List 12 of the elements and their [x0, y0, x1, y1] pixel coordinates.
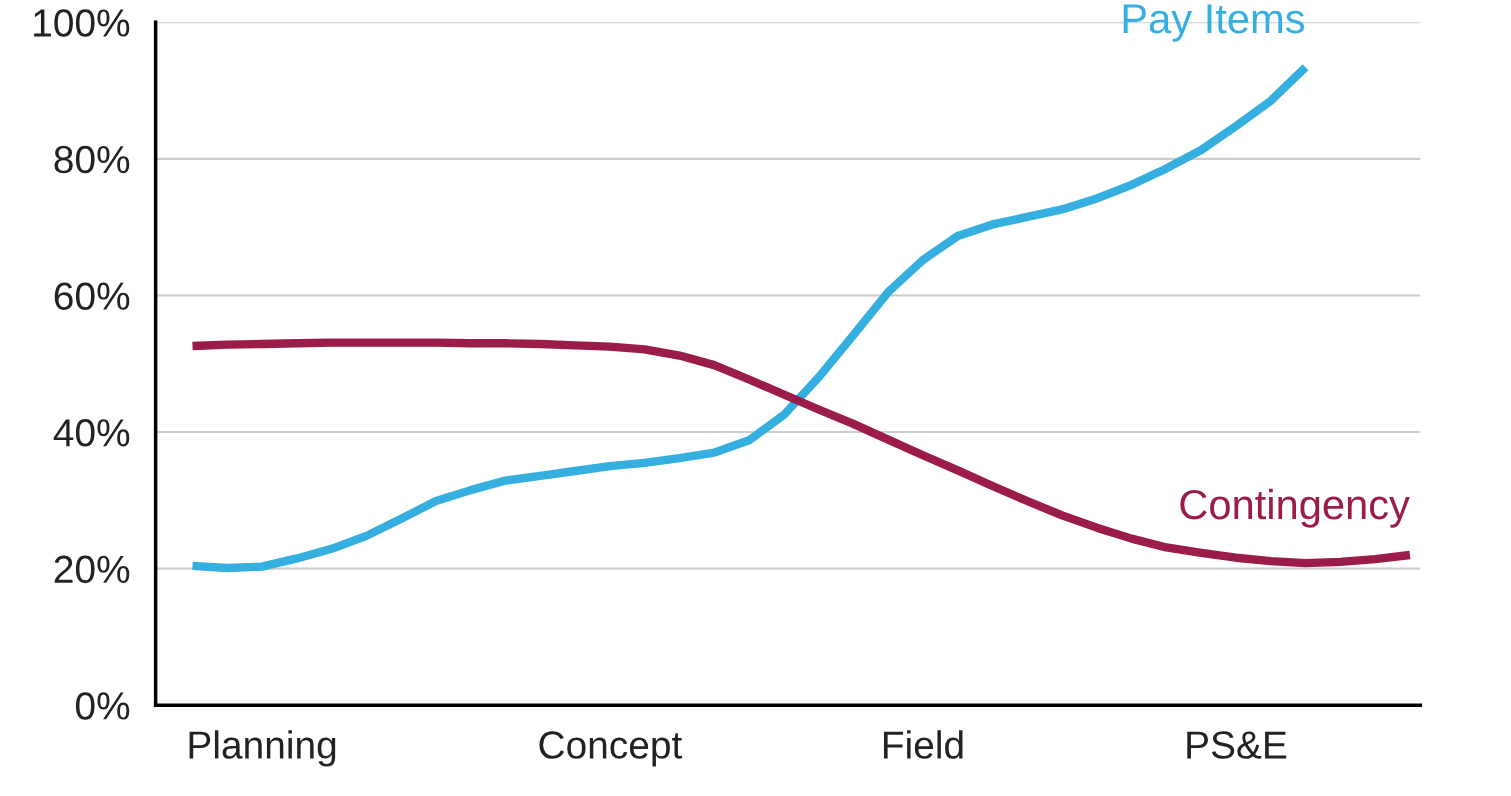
x-tick-label: Field — [883, 730, 963, 759]
x-tick-label: Planning — [189, 730, 336, 767]
x-tick-label: Concept — [539, 731, 683, 767]
x-tick-label: PS&E — [1187, 731, 1287, 759]
y-tick-label: 20% — [54, 555, 130, 584]
y-tick-label: 100% — [34, 9, 130, 37]
series-label: Contingency — [1180, 488, 1410, 528]
series-label: Pay Items — [1123, 4, 1305, 42]
y-tick-label: 60% — [54, 282, 130, 310]
y-tick-label: 40% — [53, 419, 130, 447]
y-tick-label: 80% — [54, 145, 130, 174]
y-tick-label: 0% — [75, 692, 130, 720]
